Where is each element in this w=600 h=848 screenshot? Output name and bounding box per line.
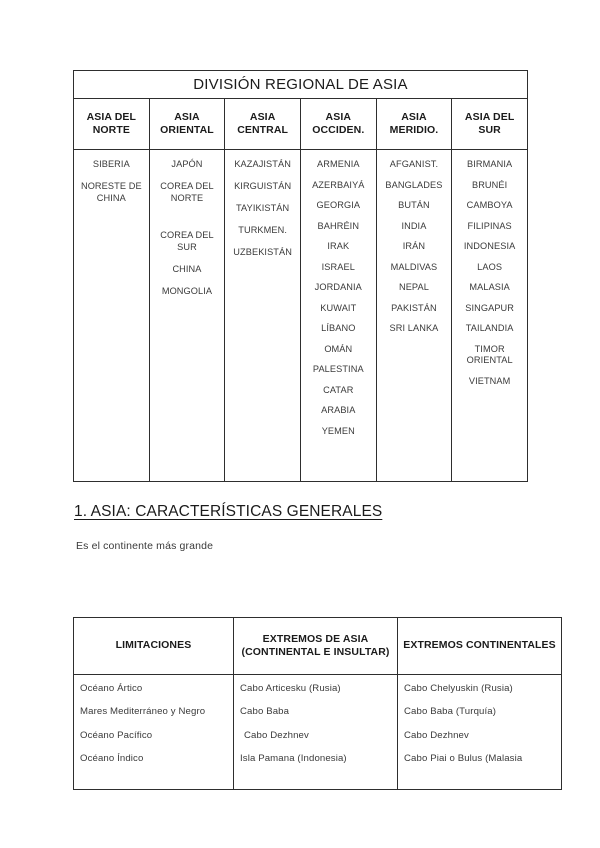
extremes-asia-list: Cabo Articesku (Rusia) Cabo Baba Cabo De… — [240, 683, 391, 766]
column-cell-asia-del-sur: BIRMANIA BRUNÉI CAMBOYA FILIPINAS INDONE… — [451, 149, 528, 482]
list-item: AZERBAIYÁ — [312, 179, 365, 190]
country-list-asia-meridional: AFGANIST. BANGLADES BUTÁN INDIA IRÁN MAL… — [380, 159, 449, 335]
list-item: PALESTINA — [312, 364, 364, 374]
section-heading: 1. ASIA: CARACTERÍSTICAS GENERALES — [74, 503, 383, 520]
list-item: INDIA — [401, 220, 427, 231]
list-item: NEPAL — [398, 282, 429, 292]
list-item: BANGLADES — [385, 179, 443, 190]
column-header-asia-oriental: ASIA ORIENTAL — [148, 98, 226, 150]
column-header-asia-central: ASIA CENTRAL — [224, 98, 301, 150]
list-item: YEMEN — [321, 425, 355, 436]
list-item: Océano Ártico — [80, 683, 143, 694]
list-item: KIRGUISTÁN — [234, 181, 292, 191]
list-item: LAOS — [477, 261, 503, 272]
column-cell-asia-central: KAZAJISTÁN KIRGUISTÁN TAYIKISTÁN TURKMEN… — [224, 149, 301, 482]
list-item: INDONESIA — [463, 241, 516, 251]
list-item: COREA DEL SUR — [160, 230, 214, 252]
limits-list: Océano Ártico Mares Mediterráneo y Negro… — [80, 683, 227, 766]
column-cell-limitaciones: Océano Ártico Mares Mediterráneo y Negro… — [73, 674, 234, 790]
column-cell-extremos-de-asia: Cabo Articesku (Rusia) Cabo Baba Cabo De… — [233, 674, 398, 790]
list-item: NORESTE DE CHINA — [80, 181, 142, 203]
list-item: MALASIA — [469, 282, 510, 292]
column-header-limitaciones: LIMITACIONES — [73, 617, 234, 675]
column-cell-asia-oriental: JAPÓN COREA DEL NORTE COREA DEL SUR CHIN… — [148, 149, 226, 482]
list-item: GEORGIA — [316, 200, 361, 210]
list-item: BUTÁN — [398, 200, 430, 210]
list-item: VIETNAM — [468, 375, 511, 386]
country-list-asia-del-sur: BIRMANIA BRUNÉI CAMBOYA FILIPINAS INDONE… — [455, 159, 524, 387]
table-header-row: LIMITACIONES EXTREMOS DE ASIA (CONTINENT… — [73, 617, 562, 675]
list-item: BAHRÉIN — [317, 220, 360, 231]
list-item: IRAK — [327, 241, 350, 251]
column-header-extremos-continentales: EXTREMOS CONTINENTALES — [397, 617, 562, 675]
list-item: MONGOLIA — [161, 285, 213, 296]
list-item: SINGAPUR — [465, 302, 515, 313]
column-cell-asia-del-norte: SIBERIA NORESTE DE CHINA — [73, 149, 150, 482]
limits-extremes-table: LIMITACIONES EXTREMOS DE ASIA (CONTINENT… — [73, 617, 562, 790]
list-item: KUWAIT — [320, 302, 357, 313]
list-item: FILIPINAS — [467, 220, 512, 231]
list-item: IRÁN — [402, 241, 426, 251]
list-item: AFGANIST. — [389, 159, 439, 169]
list-item: CAMBOYA — [466, 200, 513, 210]
list-item: UZBEKISTÁN — [233, 247, 292, 257]
list-item: ISRAEL — [321, 261, 355, 272]
list-item: JORDANIA — [314, 282, 362, 292]
column-cell-extremos-continentales: Cabo Chelyuskin (Rusia) Cabo Baba (Turqu… — [397, 674, 562, 790]
list-item: CATAR — [323, 384, 354, 395]
country-list-asia-oriental: JAPÓN COREA DEL NORTE COREA DEL SUR CHIN… — [153, 159, 222, 297]
list-item: TURKMEN. — [238, 225, 288, 235]
section-paragraph: Es el continente más grande — [76, 540, 214, 552]
list-item: Cabo Baba — [240, 706, 290, 718]
list-item: ARABIA — [321, 405, 356, 415]
list-item: Cabo Baba (Turquía) — [404, 706, 497, 718]
list-item: ARMENIA — [317, 159, 360, 169]
country-list-asia-del-norte: SIBERIA NORESTE DE CHINA — [77, 159, 146, 204]
list-item: Océano Índico — [80, 753, 144, 765]
list-item: KAZAJISTÁN — [234, 159, 291, 169]
extremes-continental-list: Cabo Chelyuskin (Rusia) Cabo Baba (Turqu… — [404, 683, 555, 766]
list-item: CHINA — [172, 263, 202, 274]
column-cell-asia-meridional: AFGANIST. BANGLADES BUTÁN INDIA IRÁN MAL… — [375, 149, 453, 482]
column-header-asia-meridional: ASIA MERIDIO. — [375, 98, 453, 150]
table-title-row: DIVISIÓN REGIONAL DE ASIA — [73, 70, 528, 99]
list-item: SIBERIA — [92, 159, 130, 169]
table-body-row: SIBERIA NORESTE DE CHINA JAPÓN COREA DEL… — [73, 149, 528, 482]
list-item: Mares Mediterráneo y Negro — [80, 706, 206, 718]
list-item: PAKISTÁN — [391, 302, 437, 313]
list-item: SRI LANKA — [389, 323, 439, 333]
list-item: TAILANDIA — [465, 323, 514, 333]
country-list-asia-central: KAZAJISTÁN KIRGUISTÁN TAYIKISTÁN TURKMEN… — [228, 159, 297, 259]
list-item: OMÁN — [324, 343, 353, 354]
list-item: LÍBANO — [321, 323, 356, 333]
list-item: Isla Pamana (Indonesia) — [240, 753, 347, 765]
list-item: Cabo Chelyuskin (Rusia) — [404, 683, 513, 694]
country-list-asia-occidental: ARMENIA AZERBAIYÁ GEORGIA BAHRÉIN IRAK I… — [304, 159, 373, 437]
list-item: COREA DEL NORTE — [160, 181, 214, 203]
column-header-asia-occidental: ASIA OCCIDEN. — [299, 98, 377, 150]
list-item: JAPÓN — [171, 159, 203, 169]
column-header-asia-del-norte: ASIA DEL NORTE — [73, 98, 150, 150]
list-item: TAYIKISTÁN — [236, 203, 290, 213]
list-item: BIRMANIA — [467, 159, 513, 169]
column-header-extremos-de-asia: EXTREMOS DE ASIA (CONTINENTAL E INSULTAR… — [233, 617, 398, 675]
regional-table-title: DIVISIÓN REGIONAL DE ASIA — [73, 70, 528, 99]
regional-division-table: DIVISIÓN REGIONAL DE ASIA ASIA DEL NORTE… — [73, 70, 528, 482]
list-item: MALDIVAS — [390, 261, 438, 272]
column-cell-asia-occidental: ARMENIA AZERBAIYÁ GEORGIA BAHRÉIN IRAK I… — [299, 149, 377, 482]
table-body-row: Océano Ártico Mares Mediterráneo y Negro… — [73, 674, 562, 790]
list-item: Océano Pacífico — [80, 729, 153, 741]
column-header-asia-del-sur: ASIA DEL SUR — [451, 98, 528, 150]
list-item: BRUNÉI — [471, 179, 508, 190]
table-header-row: ASIA DEL NORTE ASIA ORIENTAL ASIA CENTRA… — [73, 98, 528, 150]
list-item: Cabo Piai o Bulus (Malasia — [404, 753, 523, 765]
list-item: Cabo Dezhnev — [404, 729, 469, 741]
list-item: Cabo Articesku (Rusia) — [240, 683, 341, 694]
list-item: Cabo Dezhnev — [244, 729, 309, 741]
list-item: TIMOR ORIENTAL — [466, 343, 513, 366]
